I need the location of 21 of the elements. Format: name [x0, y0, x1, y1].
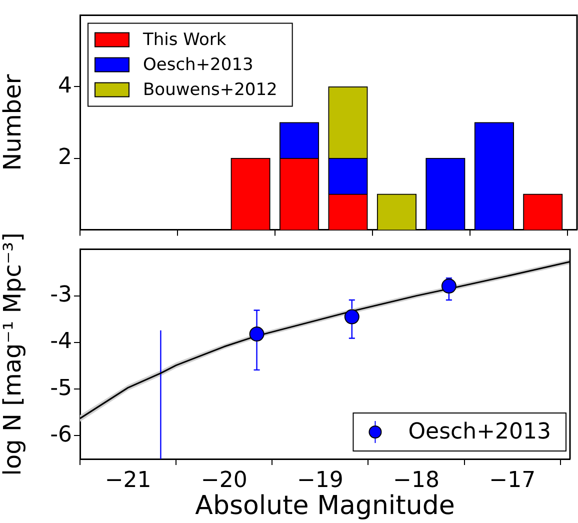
y-tick-label: -5 — [50, 376, 72, 401]
y-tick-label: -6 — [50, 422, 72, 448]
x-tick-label: −19 — [296, 468, 344, 493]
x-tick-label: −20 — [200, 468, 248, 493]
legend-label: This Work — [142, 30, 226, 50]
point — [249, 326, 264, 342]
y-tick-label: -4 — [50, 329, 72, 354]
point — [441, 278, 456, 294]
y-axis-title: Number — [0, 74, 27, 171]
legend-label: Oesch+2013 — [408, 420, 552, 445]
legend-label: Oesch+2013 — [143, 55, 254, 76]
x-axis-title: Absolute Magnitude — [195, 491, 455, 522]
x-tick-label: −21 — [104, 468, 152, 493]
y-tick-label: -3 — [50, 282, 72, 308]
x-tick-label: −17 — [489, 468, 536, 493]
x-tick-label: −18 — [393, 468, 440, 493]
y-tick-label: 2 — [58, 144, 72, 170]
y-tick-label: 4 — [58, 73, 72, 98]
y-axis-title: log N [mag⁻¹ Mpc⁻³] — [0, 232, 27, 476]
point — [344, 309, 360, 324]
legend-label: Bouwens+2012 — [143, 80, 278, 100]
